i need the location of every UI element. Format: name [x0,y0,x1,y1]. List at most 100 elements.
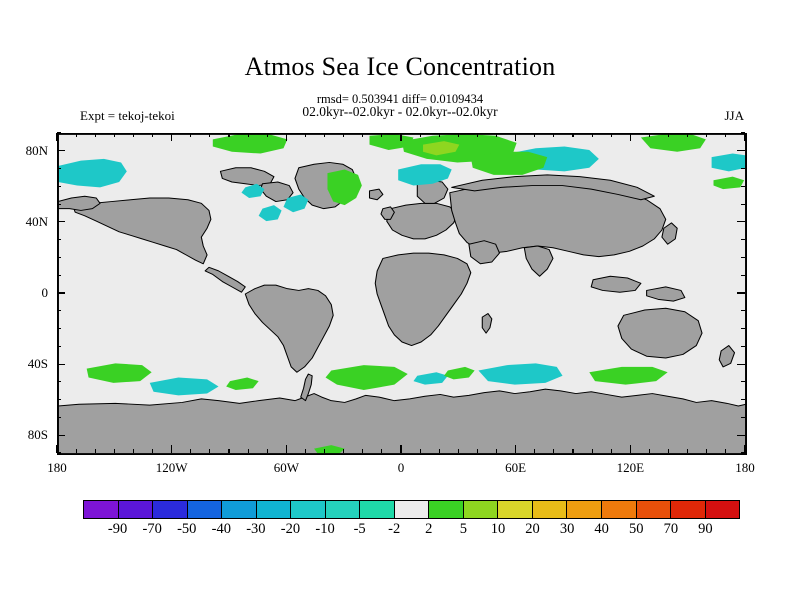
x-axis-tick [515,445,517,453]
colorbar-swatch [567,501,602,518]
y-axis-tick [57,381,61,383]
y-axis-tick [57,416,61,419]
y-axis-tick [737,221,745,223]
x-axis-tick [534,449,536,453]
colorbar-swatch [360,501,395,518]
land-iceland [368,188,384,201]
y-axis-tick [57,256,61,259]
colorbar-swatch [325,501,361,518]
x-axis-tick [304,133,307,137]
colorbar-swatch [256,501,292,518]
x-axis-tick [419,449,421,453]
y-axis-tick [737,150,745,152]
x-axis-tick [610,133,612,137]
y-axis-tick [57,132,61,134]
x-axis-tick [629,133,631,141]
y-axis-tick [57,221,65,223]
y-axis-tick [741,327,745,330]
x-axis-tick [744,445,746,453]
colorbar-swatch [394,501,430,518]
x-axis-tick [113,449,115,453]
x-axis-tick [495,133,498,137]
x-axis-tick [553,449,555,453]
y-axis-tick [741,310,745,312]
land-alaska [58,195,101,211]
colorbar-tick-label: 2 [425,521,433,537]
page-title: Atmos Sea Ice Concentration [244,52,556,81]
x-axis-tick [171,445,173,453]
land-india [523,245,554,277]
x-axis-tick [648,449,651,453]
x-axis-tick [725,133,727,137]
x-axis-tick [190,449,192,453]
anomaly-pos-arctic-far-e [713,176,745,190]
x-axis-tick [151,449,154,453]
anomaly-neg-hudson [258,205,282,222]
colorbar-swatch [429,501,464,518]
colorbar-tick-label: 70 [663,521,679,537]
x-axis-tick [343,133,345,137]
y-axis-tick [737,292,745,294]
x-axis-tick [228,133,230,137]
colorbar-tick-label: 20 [525,521,540,537]
anomaly-pos-so-4 [226,377,259,390]
colorbar-tick-label: -2 [388,521,401,537]
land-new-guinea [646,286,686,302]
y-axis-tick [741,132,745,134]
x-axis-tick [667,133,670,137]
x-axis-tick [113,133,115,137]
y-axis-label: 0 [41,285,49,300]
colorbar-swatch [532,501,568,518]
land-south-america [244,284,334,373]
y-axis-label: 40N [25,213,48,229]
colorbar-swatch [636,501,672,518]
x-axis-tick [591,449,593,453]
x-axis-label: 120W [155,460,188,475]
land-antarctica [58,388,746,454]
x-axis-tick [209,449,211,453]
x-axis-tick [266,133,268,137]
y-axis-tick [741,345,745,347]
y-axis-tick [741,185,745,187]
anomaly-pos-barents [470,151,548,175]
x-axis-tick [209,133,211,137]
land-japan [661,222,678,245]
x-axis-tick [94,133,96,137]
y-axis-tick [57,363,65,365]
y-axis-tick [741,256,745,259]
x-axis-tick [323,133,326,137]
colorbar-tick-label: -10 [315,521,335,537]
anomaly-pos-light-kara [423,141,460,156]
anomaly-pos-so-5 [444,366,475,380]
anomaly-pos-arctic-e [640,134,706,152]
y-axis-label: 40S [27,356,48,372]
land-arabia [468,240,500,265]
y-axis-label: 80N [25,142,48,158]
experiment-label: Expt = tekoj-tekoi [80,108,175,123]
x-axis-tick [438,449,440,453]
colorbar-swatch [222,501,257,518]
x-axis-tick [285,445,287,453]
y-axis-tick [57,292,65,294]
y-axis-tick [57,203,61,205]
anomaly-patches-positive [86,134,745,454]
x-axis-tick [476,449,479,453]
colorbar-tick-label: -50 [177,521,197,537]
colorbar-labels: -90 -70 -50 -40 -30 -20 -10 -5 -2 2 5 10 20 30 40 50 70 9… [83,521,740,541]
y-axis-tick [741,399,745,401]
land-british-isles [380,206,395,220]
y-axis-tick [741,452,745,454]
colorbar-tick-label: 40 [594,521,609,537]
land-antarctic-peninsula [300,373,313,402]
y-axis-tick [741,239,745,241]
colorbar-tick-label: -5 [353,521,366,537]
y-axis-tick [57,345,61,347]
x-axis-tick [266,449,268,453]
x-axis-tick [495,449,498,453]
y-axis-label: 80S [27,427,48,443]
x-axis-tick [457,449,459,453]
world-map [58,134,746,454]
season-label: JJA [724,108,744,123]
x-axis-tick [171,133,173,141]
x-axis-tick [56,133,58,141]
